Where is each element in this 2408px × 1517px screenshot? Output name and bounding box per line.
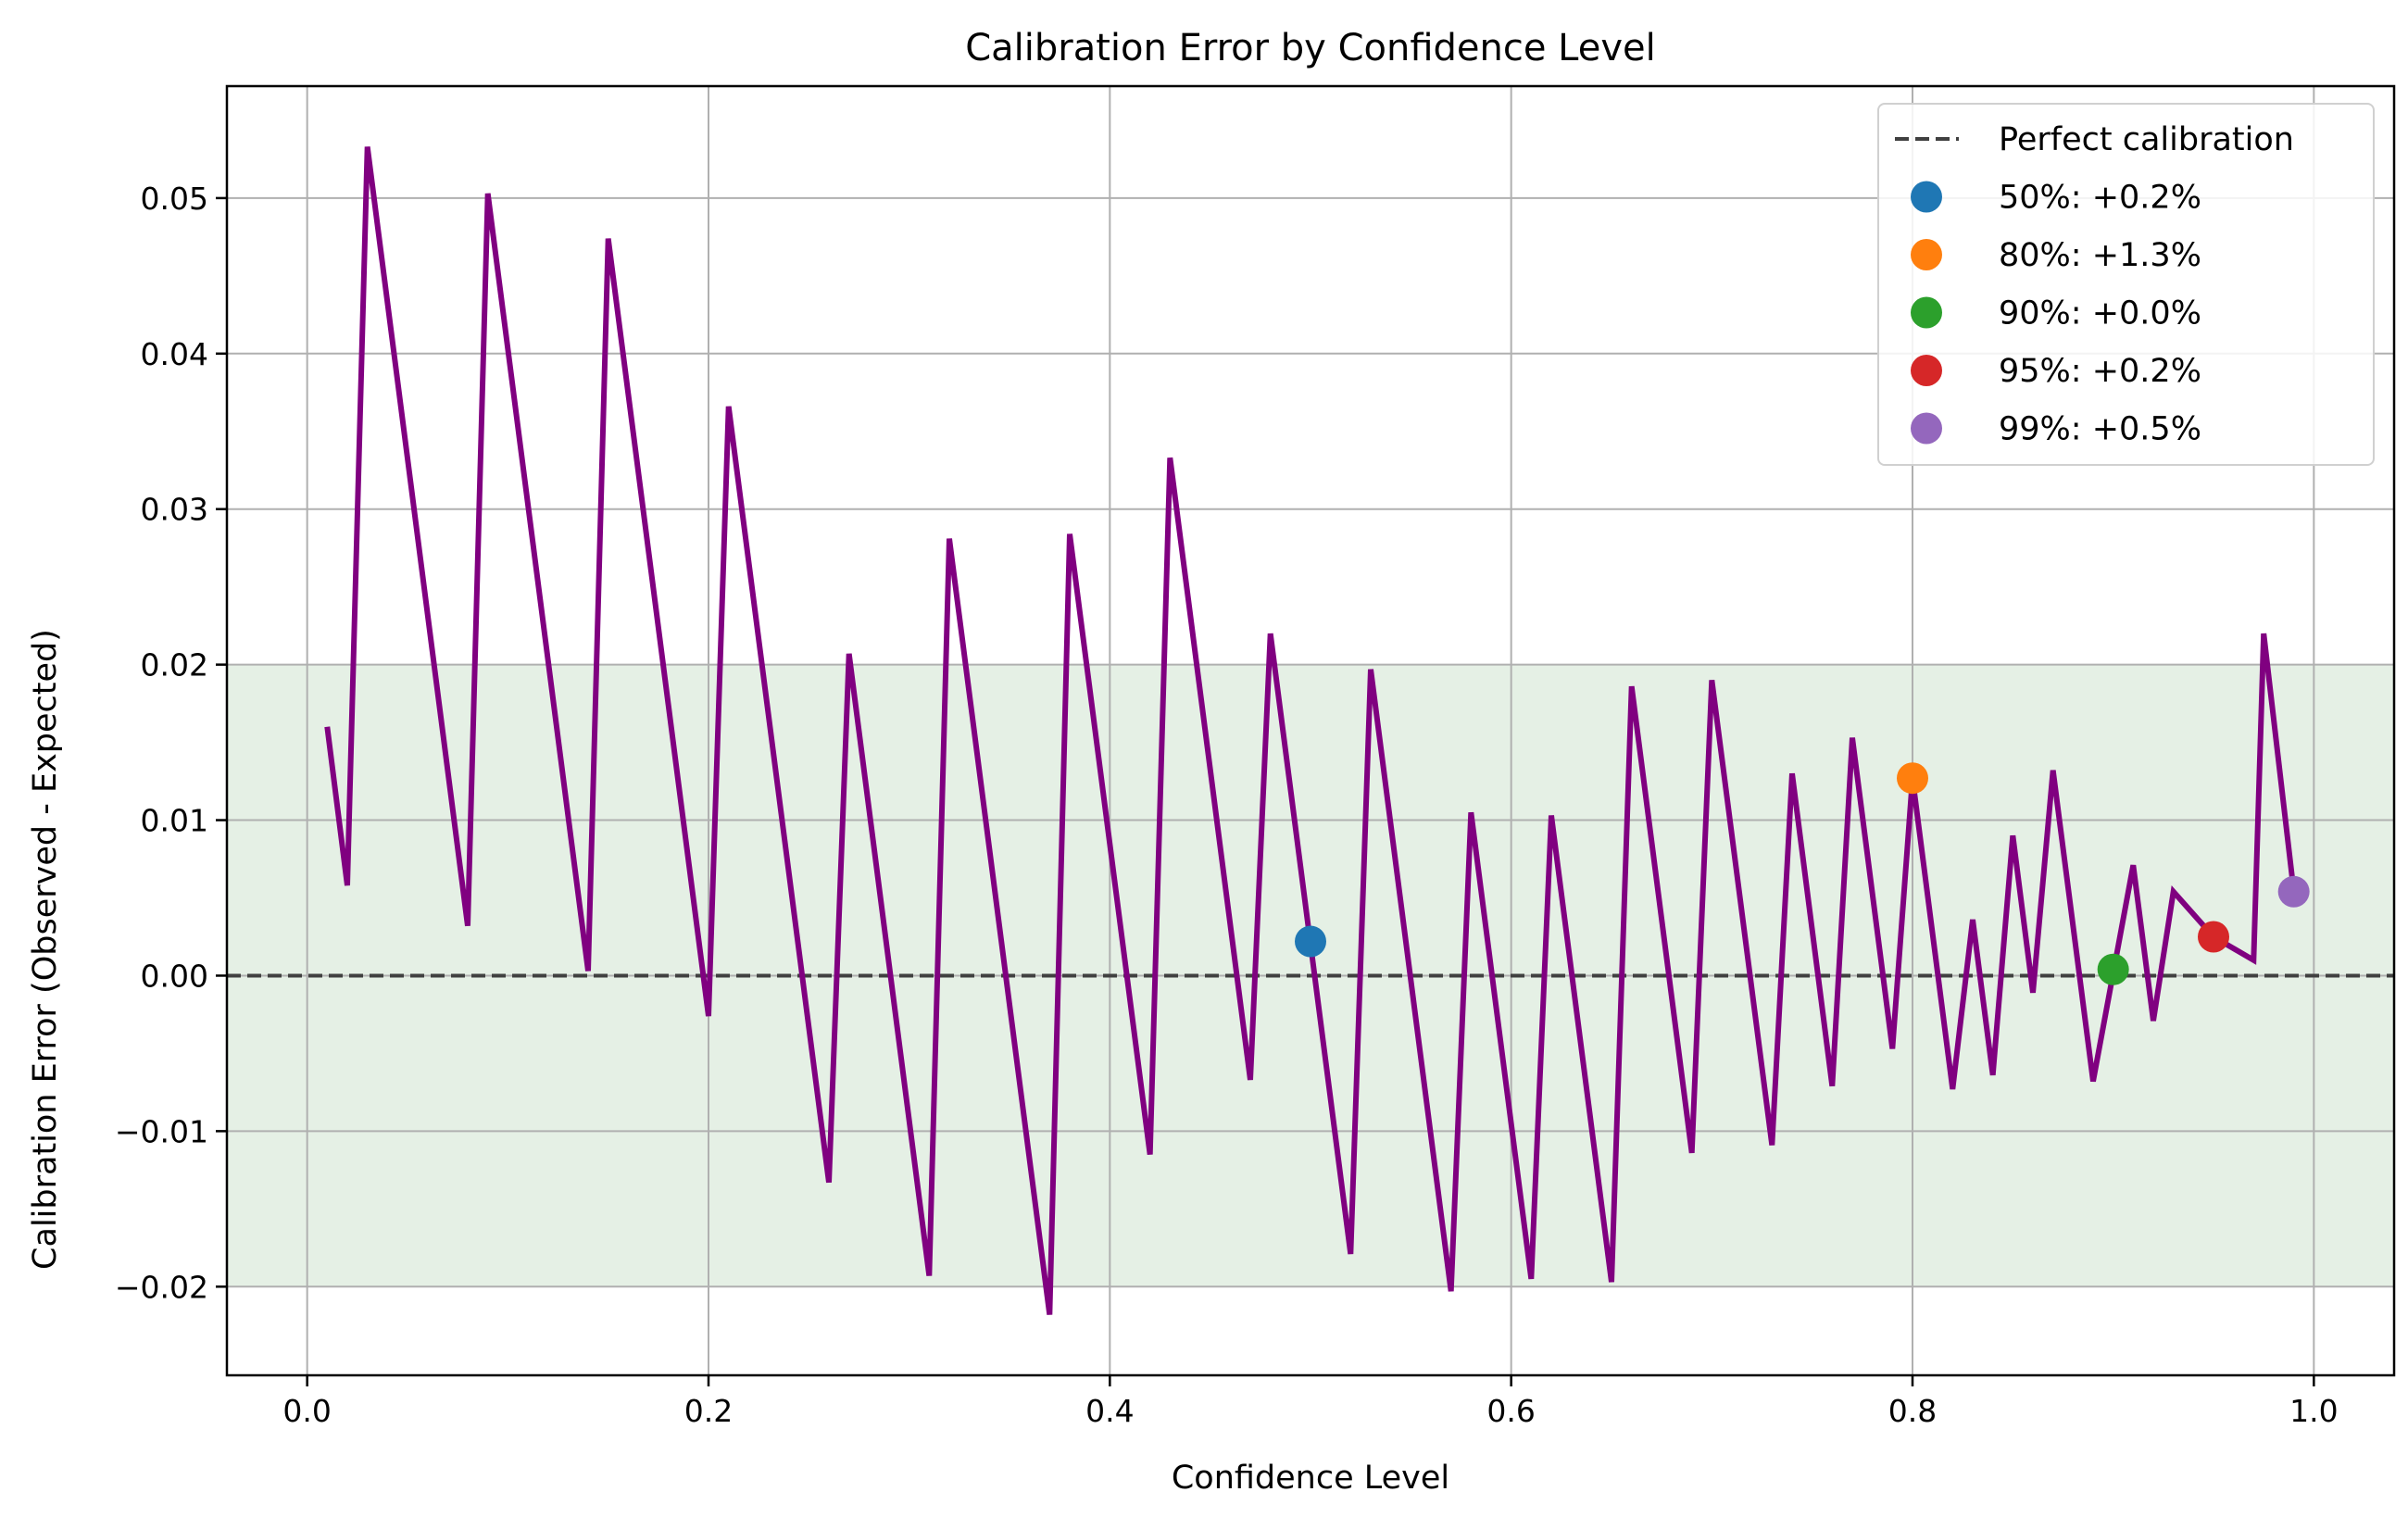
x-tick-label: 1.0 — [2289, 1393, 2338, 1429]
legend-label: 80%: +1.3% — [1999, 237, 2201, 274]
y-tick-label: 0.02 — [141, 647, 208, 683]
y-tick-label: 0.04 — [141, 336, 208, 372]
x-tick-label: 0.4 — [1085, 1393, 1134, 1429]
legend-label: 95%: +0.2% — [1999, 353, 2201, 390]
x-axis-label: Confidence Level — [1172, 1460, 1449, 1497]
legend: Perfect calibration 50%: +0.2% 80%: +1.3% 9… — [1877, 103, 2375, 466]
y-axis-label: Calibration Error (Observed - Expected) — [27, 629, 64, 1270]
marker-95-pct — [2198, 921, 2229, 953]
x-tick-label: 0.6 — [1486, 1393, 1535, 1429]
legend-label: 99%: +0.5% — [1999, 411, 2201, 448]
marker-80-pct — [1897, 762, 1928, 795]
chart-title: Calibration Error by Confidence Level — [965, 27, 1656, 69]
legend-marker — [1911, 355, 1942, 386]
marker-50-pct — [1295, 925, 1326, 958]
axes-frame — [225, 84, 2396, 1377]
legend-marker — [1911, 296, 1942, 329]
legend-marker — [1911, 412, 1942, 445]
y-tick-label: 0.01 — [141, 803, 208, 839]
legend-marker — [1911, 181, 1942, 213]
y-tick-label: 0.00 — [141, 958, 208, 994]
legend-label-perfect-calibration: Perfect calibration — [1999, 121, 2294, 158]
x-tick-label: 0.0 — [282, 1393, 331, 1429]
legend-box — [1877, 103, 2375, 466]
x-tick-label: 0.2 — [684, 1393, 733, 1429]
x-tick-label: 0.8 — [1888, 1393, 1937, 1429]
plot-area: 0.0 0.2 0.4 0.6 0.8 1.0 −0.02 −0.01 0.00 0.01 0.02… — [115, 84, 2396, 1429]
legend-marker — [1911, 239, 1942, 270]
legend-label: 90%: +0.0% — [1999, 295, 2201, 332]
y-tick-label: −0.01 — [115, 1113, 208, 1149]
calibration-error-line — [324, 146, 2297, 1315]
legend-label: 50%: +0.2% — [1999, 180, 2201, 217]
marker-90-pct — [2097, 953, 2129, 985]
marker-99-pct — [2277, 875, 2310, 908]
y-tick-label: −0.02 — [115, 1269, 208, 1305]
y-tick-label: 0.05 — [141, 181, 208, 217]
y-tick-label: 0.03 — [141, 492, 208, 528]
